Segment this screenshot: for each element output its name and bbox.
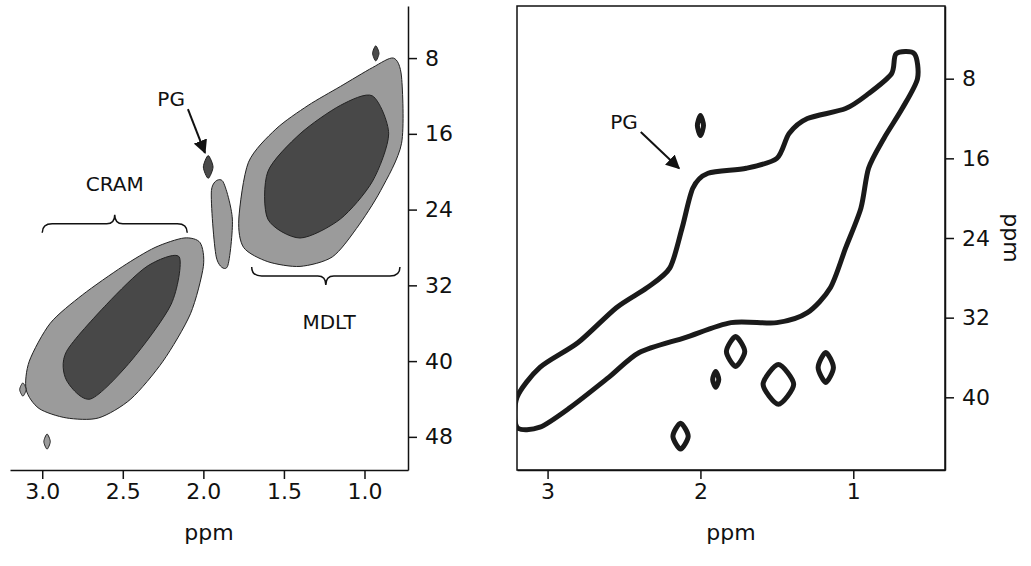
annotation-label: CRAM — [86, 172, 144, 196]
x-axis-tick: 2.5 — [106, 470, 141, 504]
y-axis-tick-mark — [945, 397, 954, 399]
y-axis-tick-mark — [945, 78, 954, 80]
x-axis-tick-label: 1.0 — [347, 479, 382, 504]
contour-region — [265, 95, 389, 238]
contour-region — [239, 58, 403, 267]
y-axis-tick-label: 24 — [425, 197, 453, 222]
contours — [517, 52, 918, 450]
y-axis-tick-label: 16 — [962, 146, 990, 171]
x-axis: 3.0 2.5 2.0 1.5 1.0 — [11, 470, 409, 504]
contour-line — [726, 337, 744, 367]
contour-line — [673, 423, 688, 449]
x-axis-tick: 2.0 — [186, 470, 221, 504]
x-axis-tick: 1.0 — [347, 470, 382, 504]
y-axis-tick-label: 40 — [962, 385, 990, 410]
y-axis-tick-label: 24 — [962, 226, 990, 251]
arrow — [641, 132, 679, 168]
y-axis-tick-mark — [408, 209, 417, 211]
annotation-label: PG — [610, 110, 638, 134]
y-axis-tick: 32 — [945, 305, 990, 330]
y-axis-tick-mark — [408, 134, 417, 136]
y-axis-tick: 16 — [408, 121, 453, 146]
x-axis-tick-label: 1.5 — [267, 479, 302, 504]
contours — [20, 46, 403, 449]
y-axis-tick-label: 48 — [425, 424, 453, 449]
y-axis-tick: 24 — [408, 197, 453, 222]
contour-region — [26, 238, 204, 420]
y-axis-tick-label: 32 — [962, 305, 990, 330]
x-axis-tick: 3 — [541, 470, 555, 504]
y-axis-tick-label: 40 — [425, 349, 453, 374]
y-axis: 8 16 24 32 40 — [945, 7, 990, 471]
x-axis-tick: 3.0 — [25, 470, 60, 504]
y-axis-tick: 40 — [408, 349, 453, 374]
contour-line — [713, 371, 719, 387]
y-axis-tick-label: 8 — [962, 66, 976, 91]
y-axis-tick: 16 — [945, 146, 990, 171]
x-axis-tick-label: 2 — [694, 479, 708, 504]
contour-line — [763, 364, 794, 404]
y-axis-tick: 8 — [945, 66, 976, 91]
x-axis-tick-label: 3 — [541, 479, 555, 504]
x-axis-tick-label: 3.0 — [25, 479, 60, 504]
y-axis-title: ppm — [999, 213, 1024, 262]
x-axis-tick-label: 2.0 — [186, 479, 221, 504]
contour-region — [373, 46, 379, 61]
y-axis-tick: 40 — [945, 385, 990, 410]
contour-region — [211, 180, 232, 269]
arrow — [188, 109, 205, 153]
y-axis-line — [408, 7, 410, 471]
contour-region — [63, 255, 180, 399]
y-axis-tick-mark — [408, 361, 417, 363]
contour-line — [517, 52, 918, 430]
y-axis-tick-mark — [408, 58, 417, 60]
y-axis-tick-mark — [945, 238, 954, 240]
y-axis-tick-mark — [945, 158, 954, 160]
y-axis-tick: 8 — [408, 46, 439, 71]
y-axis-tick: 24 — [945, 226, 990, 251]
y-axis-tick: 32 — [408, 273, 453, 298]
y-axis-tick-label: 16 — [425, 121, 453, 146]
x-axis-line — [11, 470, 409, 472]
y-axis-tick: 48 — [408, 424, 453, 449]
contour-region — [203, 156, 213, 179]
annotations: CRAM MDLT PG — [42, 87, 400, 334]
x-axis: 3 2 1 — [518, 470, 946, 504]
figure: 3.02.52.01.51.081624324048ppmCRAMMDLTPG3… — [0, 0, 1031, 566]
y-axis-tick-mark — [408, 437, 417, 439]
x-axis-title: ppm — [706, 520, 755, 545]
annotations: PG — [610, 110, 679, 168]
x-axis-tick: 2 — [694, 470, 708, 504]
x-axis-tick-label: 1 — [847, 479, 861, 504]
panel: 321816243240ppmppmPG — [515, 6, 1024, 545]
y-axis-tick-label: 8 — [425, 46, 439, 71]
x-axis-line — [518, 470, 946, 472]
contour-region — [44, 434, 50, 449]
annotation-label: PG — [157, 87, 185, 111]
x-axis-tick-label: 2.5 — [106, 479, 141, 504]
y-axis-tick-mark — [945, 317, 954, 319]
annotation-label: MDLT — [302, 310, 356, 334]
x-axis-tick: 1 — [847, 470, 861, 504]
x-axis-title: ppm — [184, 520, 233, 545]
x-axis-tick: 1.5 — [267, 470, 302, 504]
y-axis-tick-mark — [408, 285, 417, 287]
y-axis-tick-label: 32 — [425, 273, 453, 298]
bracket — [42, 215, 187, 233]
panel: 3.0 2.5 2.0 1.5 1.0 8 16 24 32 40 48 ppm CRAM MDLT PG — [11, 7, 454, 546]
y-axis: 8 16 24 32 40 48 — [408, 7, 453, 471]
contour-line — [697, 116, 703, 136]
contour-line — [818, 353, 833, 383]
bracket — [252, 267, 400, 285]
contour-region — [20, 383, 26, 396]
